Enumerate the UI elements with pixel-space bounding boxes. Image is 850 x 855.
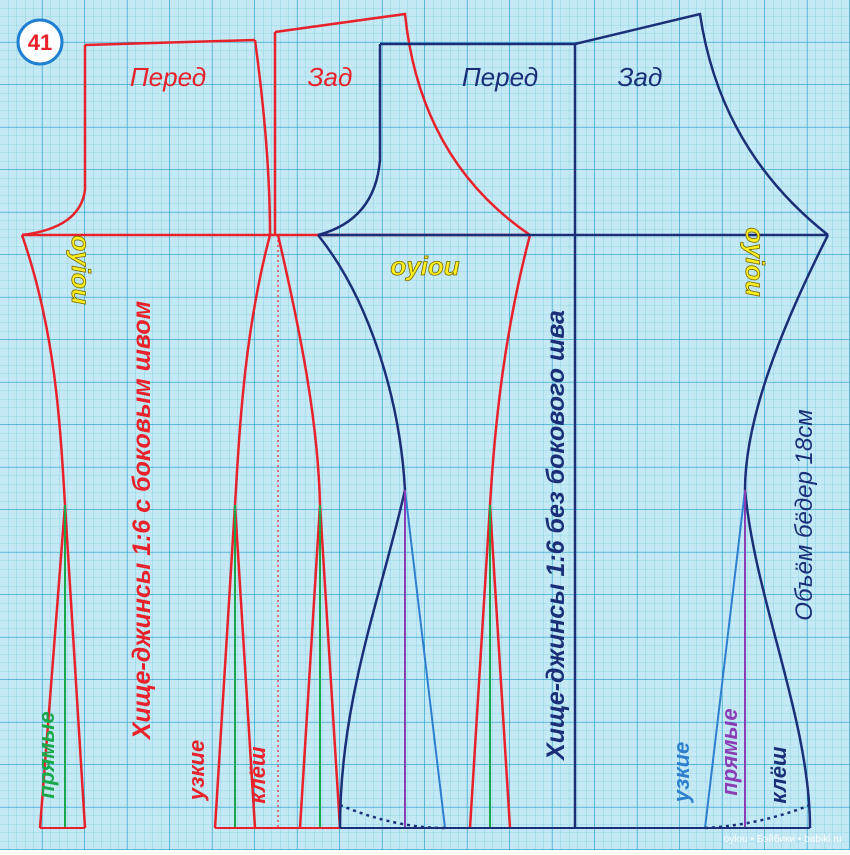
front-label: Перед <box>462 62 538 92</box>
watermark: oyiou • Бэйбики • babiki.ru <box>724 833 842 845</box>
logo: oyiou <box>390 251 459 281</box>
red-pattern <box>20 12 532 829</box>
pattern-title: Хище-джинсы 1:6 с боковым швом <box>128 301 156 741</box>
badge: 41 <box>28 30 52 55</box>
blue-pattern <box>317 12 830 830</box>
back-label: Зад <box>308 62 353 92</box>
badge-circle <box>16 18 64 66</box>
style-label: клёш <box>766 746 791 804</box>
logos: oyiou oyiou oyiou <box>66 227 771 305</box>
style-label: прямые <box>34 711 59 798</box>
back-label: Зад <box>618 62 663 92</box>
front-label: Перед <box>130 62 206 92</box>
style-label: прямые <box>717 708 742 795</box>
style-label: узкие <box>184 740 209 802</box>
style-labels: прямые узкие клёш узкие прямые клёш <box>34 708 791 803</box>
style-label: узкие <box>669 742 694 804</box>
style-label: клёш <box>245 746 270 804</box>
hip-note: Объём бёдер 18см <box>791 409 818 620</box>
logo: oyiou <box>740 227 770 296</box>
logo: oyiou <box>66 235 96 304</box>
labels: Перед Зад Перед Зад <box>130 62 663 92</box>
pattern-title: Хище-джинсы 1:6 без бокового шва <box>542 310 570 762</box>
